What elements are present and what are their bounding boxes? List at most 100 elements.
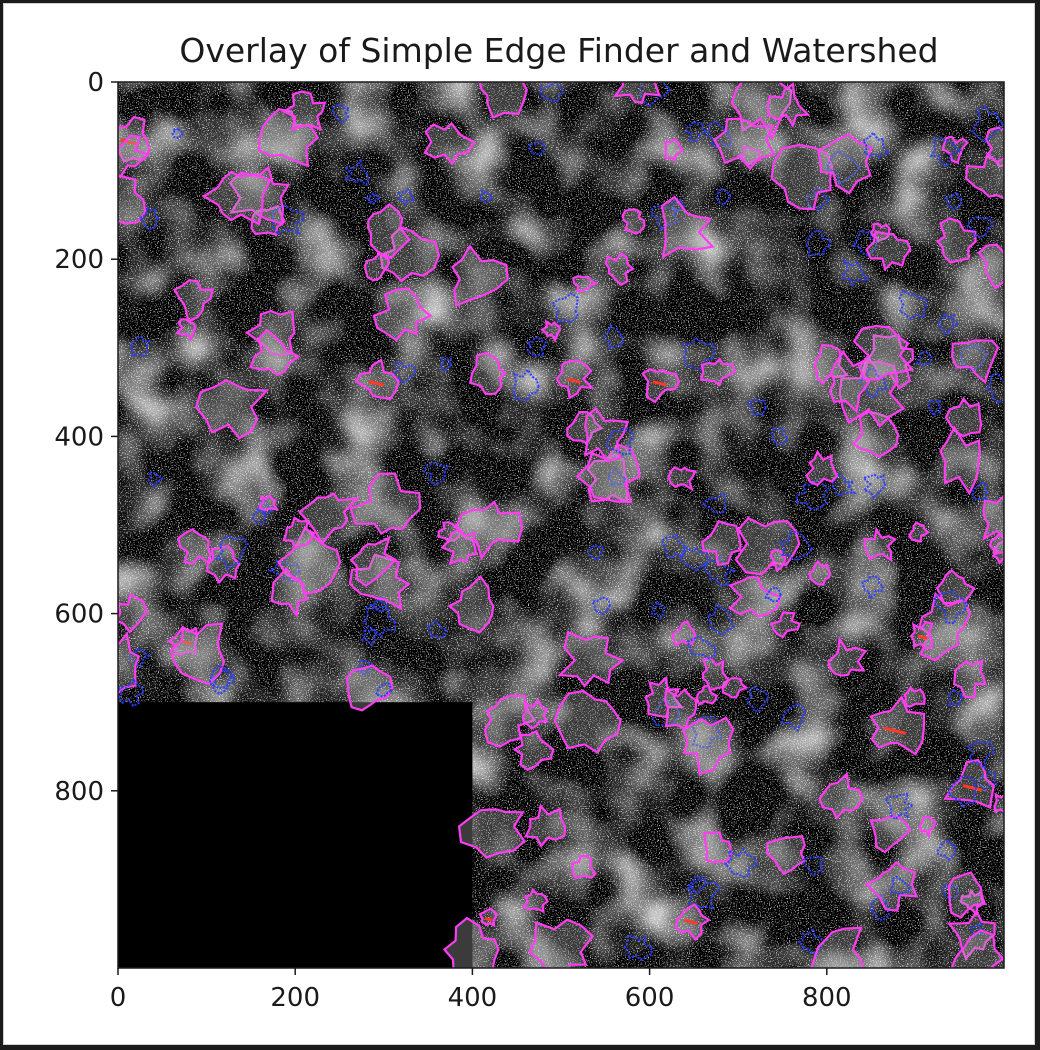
edge-finder-contour (118, 134, 151, 179)
edge-finder-contour (737, 145, 762, 167)
overlap-segment (917, 634, 928, 640)
watershed-contour (638, 82, 672, 108)
watershed-contour (898, 289, 928, 321)
watershed-contour (970, 105, 1004, 143)
edge-finder-contour (728, 576, 782, 618)
edge-finder-contour (557, 630, 625, 688)
edge-finder-contour (667, 466, 697, 492)
overlap-segment (368, 379, 385, 387)
edge-finder-contour (941, 135, 970, 165)
watershed-contour (478, 189, 494, 204)
watershed-contour (129, 335, 151, 359)
edge-finder-contour (174, 318, 197, 342)
watershed-contour (623, 934, 653, 962)
watershed-contour (933, 590, 969, 625)
watershed-contour (841, 258, 871, 289)
watershed-contour (650, 204, 680, 232)
watershed-contour (670, 197, 685, 214)
edge-finder-contour (869, 694, 926, 756)
edge-finder-contour (641, 367, 681, 404)
watershed-contour (214, 534, 249, 571)
edge-finder-contour (379, 226, 441, 283)
edge-finder-contour (663, 137, 684, 163)
watershed-contour (966, 216, 994, 239)
edge-finder-contour (583, 406, 630, 463)
edge-finder-contour (354, 358, 400, 401)
x-axis: 0 200 400 600 800 (110, 968, 852, 1013)
edge-finder-contour (734, 516, 801, 576)
edge-finder-contour (258, 493, 280, 512)
edge-finder-contour (521, 888, 549, 914)
edge-finder-contour (118, 631, 141, 695)
edge-finder-contour (765, 835, 807, 876)
watershed-contour (770, 426, 789, 446)
watershed-contour (985, 372, 1004, 404)
edge-finder-contour (172, 279, 215, 323)
x-tick-label: 800 (802, 983, 852, 1013)
edge-finder-contour (169, 622, 226, 686)
y-tick-label: 800 (54, 777, 104, 807)
watershed-contour (746, 397, 767, 417)
edge-finder-contour (827, 636, 868, 677)
watershed-contour (723, 847, 758, 878)
watershed-contour (688, 877, 722, 910)
edge-finder-contour (297, 492, 361, 546)
edge-finder-contour (451, 244, 509, 308)
watershed-contour (927, 399, 942, 418)
edge-finder-contour (612, 82, 661, 105)
edge-finder-contour (553, 689, 622, 754)
watershed-contour (861, 473, 887, 500)
watershed-contour (686, 634, 717, 660)
watershed-contour (685, 119, 709, 143)
edge-finder-contour (851, 410, 900, 459)
edge-finder-contour (423, 121, 476, 166)
edge-finder-contour (621, 208, 646, 235)
edge-finder-contour (681, 716, 735, 776)
watershed-contour (362, 605, 396, 639)
edge-finder-contour (586, 452, 629, 504)
watershed-contour (528, 140, 546, 156)
chart: Overlay of Simple Edge Finder and Waters… (54, 31, 1005, 1013)
edge-finder-contour (865, 230, 912, 272)
edge-finder-contour (766, 82, 811, 128)
edge-finder-contour (440, 528, 478, 566)
overlap-segment (683, 918, 698, 925)
plot-area (118, 82, 1004, 968)
watershed-contour (359, 627, 378, 647)
watershed-contour (397, 187, 416, 207)
edge-finder-contour (363, 251, 390, 282)
watershed-contour (512, 368, 540, 402)
watershed-contour (851, 228, 879, 257)
grain-texture (118, 82, 1004, 968)
axes-border (117, 81, 1005, 969)
watershed-contour (966, 739, 995, 771)
edge-finder-contour (936, 217, 977, 264)
overlap-segment (652, 380, 667, 387)
edge-finder-contour (770, 143, 834, 211)
edge-finder-contour (817, 133, 873, 195)
watershed-contour (440, 356, 453, 373)
edge-finder-contour (981, 494, 1004, 542)
edge-finder-contour (700, 519, 742, 567)
watershed-contour (915, 350, 933, 366)
figure-frame: Overlay of Simple Edge Finder and Waters… (3, 3, 1035, 1045)
edge-finder-contour (818, 771, 864, 820)
edge-finder-contour (270, 566, 309, 619)
edge-finder-contour (770, 611, 802, 639)
edge-finder-contour (478, 907, 499, 928)
x-tick-label: 0 (110, 983, 127, 1013)
watershed-contour (539, 82, 565, 104)
y-axis: 0 200 400 600 800 (54, 68, 118, 807)
edge-finder-contour (457, 808, 526, 859)
watershed-contour (331, 103, 352, 125)
watershed-contour (715, 187, 732, 207)
edge-finder-contour (977, 243, 1004, 290)
watershed-contour (368, 594, 389, 613)
edge-finder-contour (950, 339, 1000, 385)
edge-finder-contour (918, 815, 938, 839)
edge-finder-contour (695, 684, 719, 706)
edge-finder-contour (660, 195, 715, 259)
watershed-contour (746, 685, 770, 713)
edge-finder-contour (118, 592, 149, 634)
y-tick-label: 200 (54, 245, 104, 275)
